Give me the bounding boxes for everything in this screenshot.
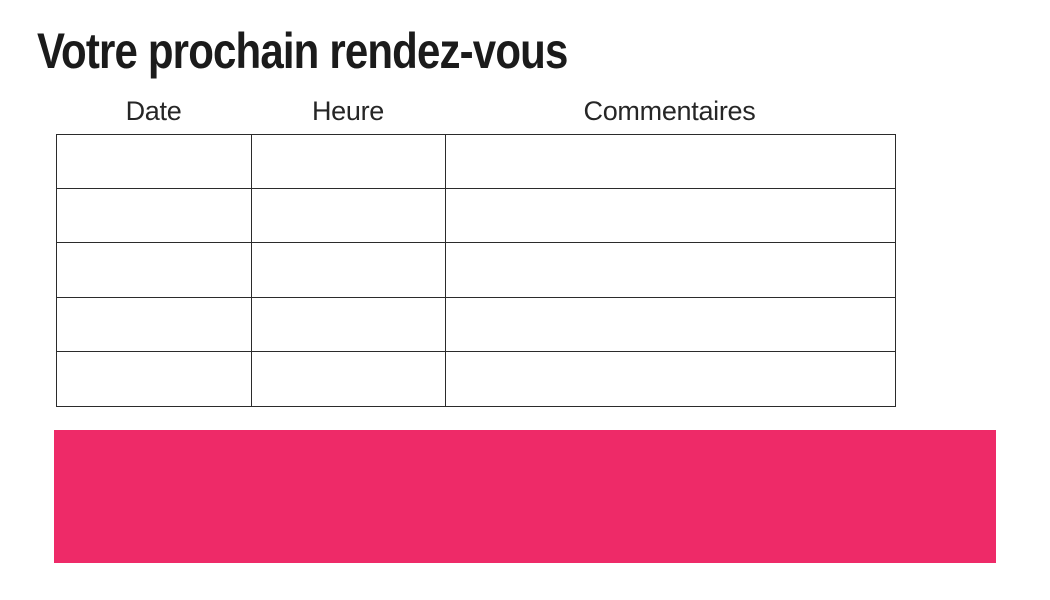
table-cell: [57, 297, 252, 352]
table-header-row: Date Heure Commentaires: [56, 92, 894, 130]
appointments-table: [56, 134, 896, 407]
table-cell: [252, 189, 446, 244]
column-header-date: Date: [125, 96, 182, 126]
table-cell: [57, 135, 252, 190]
table-cell: [252, 297, 446, 352]
table-cell: [446, 352, 895, 406]
table-cell: [446, 189, 895, 244]
table-cell: [57, 243, 252, 298]
column-header-heure: Heure: [311, 96, 385, 126]
table-cell: [57, 189, 252, 244]
table-cell: [57, 351, 252, 406]
table-cell: [446, 298, 895, 352]
table-cell: [252, 243, 446, 298]
column-header-commentaires: Commentaires: [583, 96, 756, 126]
pink-banner: [54, 430, 996, 563]
table-cell: [446, 243, 895, 298]
table-cell: [446, 135, 895, 190]
table-cell: [252, 351, 446, 406]
page-title: Votre prochain rendez-vous: [37, 23, 568, 79]
table-cell: [252, 135, 446, 190]
